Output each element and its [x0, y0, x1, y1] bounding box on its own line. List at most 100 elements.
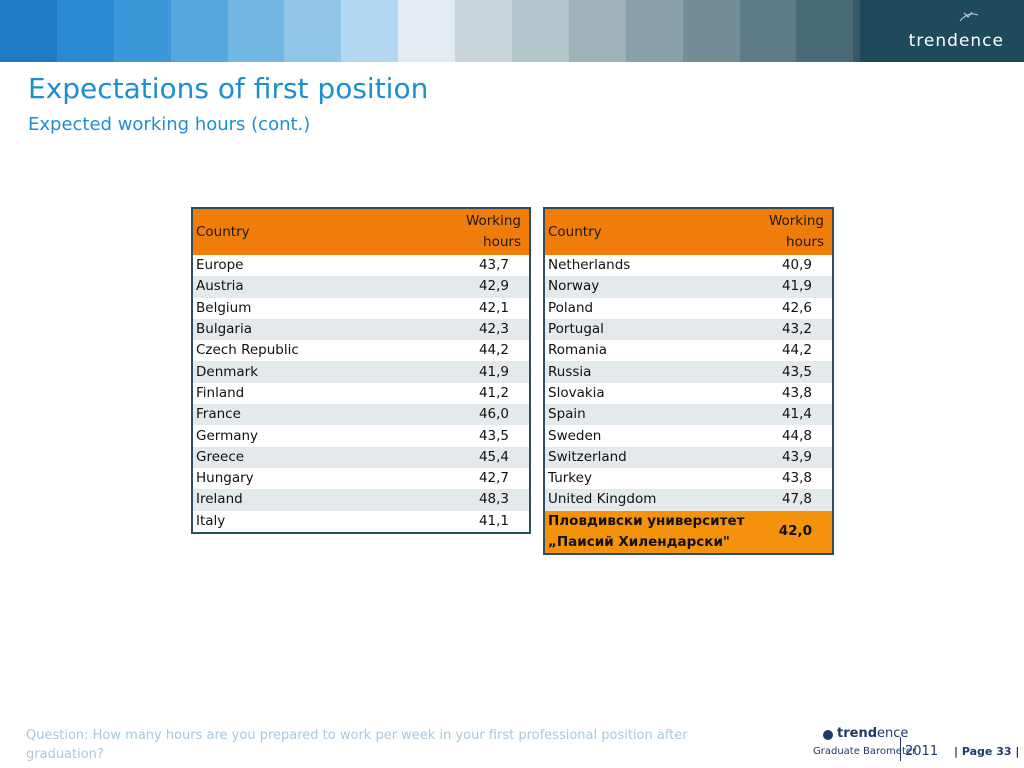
- footer-brand-bold: trend: [837, 726, 878, 741]
- header-stripe: [227, 0, 285, 62]
- hours-cell: 41,1: [401, 510, 530, 533]
- column-header-hours-line1: Working: [465, 213, 521, 229]
- hours-table-right: Country Working hours Netherlands 40,9 Nor…: [543, 207, 834, 555]
- column-header-hours: Working hours: [761, 208, 833, 255]
- country-cell: Switzerland: [544, 446, 762, 468]
- table-row: Greece 45,4: [192, 446, 530, 468]
- highlight-country-line2: „Паисий Хилендарски": [548, 533, 730, 550]
- star-icon: [959, 11, 979, 22]
- country-cell: Russia: [544, 361, 762, 383]
- country-cell: Belgium: [192, 297, 402, 319]
- highlight-hours-cell: 42,0: [761, 510, 833, 554]
- highlight-country-cell: Пловдивски университет „Паисий Хилендарск…: [544, 510, 762, 554]
- logo-circle-icon: [823, 730, 833, 740]
- table-row: Belgium 42,1: [192, 297, 530, 319]
- table-row: Turkey 43,8: [544, 467, 833, 490]
- table-row: Hungary 42,7: [192, 467, 530, 490]
- country-cell: Turkey: [544, 467, 762, 490]
- hours-cell: 41,9: [401, 361, 530, 383]
- header-stripe: [568, 0, 626, 62]
- table-row: Netherlands 40,9: [544, 255, 833, 277]
- country-cell: Slovakia: [544, 382, 762, 405]
- page-title: Expectations of first position: [28, 72, 429, 105]
- table-row: France 46,0: [192, 404, 530, 426]
- column-header-hours-line2: hours: [786, 234, 824, 250]
- footer-brand: trendence: [837, 726, 908, 741]
- hours-cell: 47,8: [761, 489, 833, 511]
- country-cell: Poland: [544, 297, 762, 319]
- header-stripe: [455, 0, 513, 62]
- hours-table-left: Country Working hours Europe 43,7 Austria 4…: [191, 207, 531, 534]
- country-cell: Norway: [544, 276, 762, 298]
- header-stripe: [170, 0, 228, 62]
- hours-cell: 41,9: [761, 276, 833, 298]
- country-cell: United Kingdom: [544, 489, 762, 511]
- hours-cell: 42,6: [761, 297, 833, 319]
- hours-cell: 43,9: [761, 446, 833, 468]
- highlight-row: Пловдивски университет „Паисий Хилендарск…: [544, 510, 833, 554]
- country-cell: Spain: [544, 404, 762, 426]
- country-cell: Bulgaria: [192, 318, 402, 341]
- country-cell: Portugal: [544, 318, 762, 341]
- country-cell: Netherlands: [544, 255, 762, 277]
- country-cell: Denmark: [192, 361, 402, 383]
- header-stripe: [682, 0, 740, 62]
- header-stripe: [56, 0, 114, 62]
- hours-cell: 42,9: [401, 276, 530, 298]
- hours-cell: 48,3: [401, 489, 530, 511]
- country-cell: Finland: [192, 382, 402, 405]
- hours-cell: 42,3: [401, 318, 530, 341]
- hours-cell: 43,2: [761, 318, 833, 341]
- table-row: Spain 41,4: [544, 404, 833, 426]
- hours-cell: 44,2: [761, 340, 833, 362]
- country-cell: Italy: [192, 510, 402, 533]
- table-row: Romania 44,2: [544, 340, 833, 362]
- page-subtitle: Expected working hours (cont.): [28, 114, 311, 135]
- table-row: Europe 43,7: [192, 255, 530, 277]
- table-header-row: Country Working hours: [544, 208, 833, 255]
- header-stripe: [284, 0, 342, 62]
- column-header-country: Country: [192, 208, 402, 255]
- header-stripe: [0, 0, 57, 62]
- table-row: Switzerland 43,9: [544, 446, 833, 468]
- table-row: Germany 43,5: [192, 425, 530, 447]
- country-cell: Germany: [192, 425, 402, 447]
- footer-brand-rest: ence: [877, 726, 909, 741]
- country-cell: Greece: [192, 446, 402, 468]
- hours-cell: 44,2: [401, 340, 530, 362]
- table-row: United Kingdom 47,8: [544, 489, 833, 511]
- hours-cell: 42,1: [401, 297, 530, 319]
- table-row: Portugal 43,2: [544, 318, 833, 341]
- header-stripe: [398, 0, 456, 62]
- country-cell: Sweden: [544, 425, 762, 447]
- country-cell: Romania: [544, 340, 762, 362]
- footer-divider: [900, 737, 901, 761]
- table-row: Slovakia 43,8: [544, 382, 833, 405]
- footer-logo-subtitle: Graduate Barometer: [813, 746, 917, 757]
- country-cell: Ireland: [192, 489, 402, 511]
- survey-question: Question: How many hours are you prepare…: [26, 728, 688, 762]
- table-row: Ireland 48,3: [192, 489, 530, 511]
- footer-logo: trendence Graduate Barometer: [813, 726, 916, 763]
- country-cell: Austria: [192, 276, 402, 298]
- hours-cell: 44,8: [761, 425, 833, 447]
- hours-cell: 42,7: [401, 467, 530, 490]
- brand-logo-area: trendence: [860, 0, 1024, 62]
- header-stripe: [625, 0, 683, 62]
- table-row: Czech Republic 44,2: [192, 340, 530, 362]
- header-stripe: [796, 0, 854, 62]
- column-header-hours-line1: Working: [768, 213, 824, 229]
- table-header-row: Country Working hours: [192, 208, 530, 255]
- table-row: Bulgaria 42,3: [192, 318, 530, 341]
- header-stripe: [512, 0, 569, 62]
- country-cell: France: [192, 404, 402, 426]
- hours-cell: 43,8: [761, 467, 833, 490]
- brand-logo-text: trendence: [908, 31, 1004, 51]
- country-cell: Europe: [192, 255, 402, 277]
- hours-cell: 43,5: [401, 425, 530, 447]
- hours-cell: 40,9: [761, 255, 833, 277]
- table-row: Sweden 44,8: [544, 425, 833, 447]
- hours-cell: 43,8: [761, 382, 833, 405]
- table-row: Norway 41,9: [544, 276, 833, 298]
- table-row: Finland 41,2: [192, 382, 530, 405]
